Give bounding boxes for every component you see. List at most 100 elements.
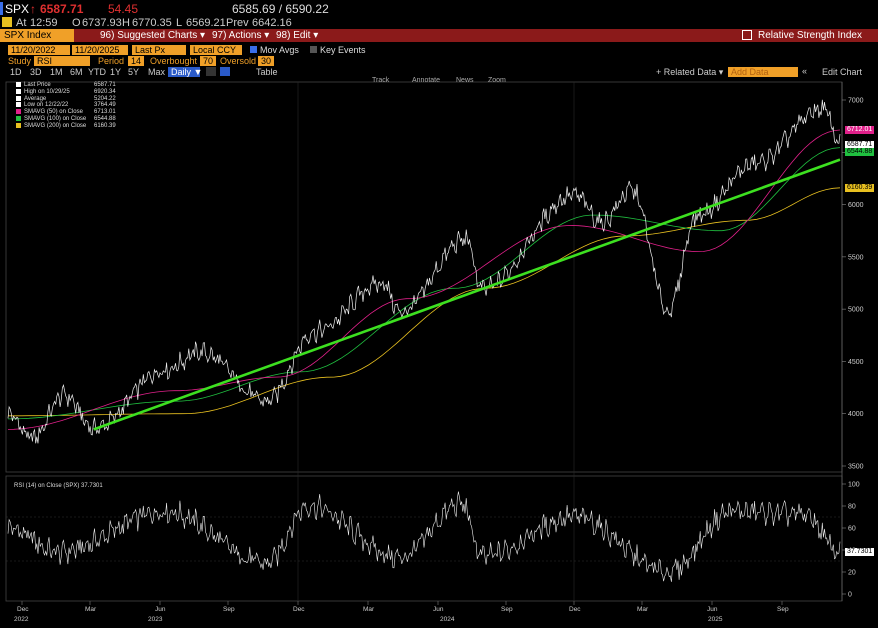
legend-label: Average	[24, 95, 47, 102]
frequency-select[interactable]: Daily ▼	[168, 67, 202, 77]
legend-value: 6160.39	[94, 122, 116, 129]
ticker-marker	[0, 2, 3, 15]
legend-swatch	[16, 82, 21, 87]
legend-value: 6713.01	[94, 109, 116, 116]
table-button[interactable]: Table	[256, 67, 278, 77]
x-year-label: 2022	[14, 616, 29, 623]
legend-label: Low on 12/22/22	[24, 102, 69, 109]
legend-label: SMAVG (50) on Close	[24, 109, 83, 116]
overbought-label: Overbought	[150, 56, 198, 66]
legend-value: 3764.49	[94, 102, 116, 109]
sma200-tag: 6160.39	[845, 184, 875, 192]
low-value: 6569.21	[186, 17, 226, 29]
mov-avgs-checkbox[interactable]	[250, 46, 257, 53]
study-select[interactable]: RSI	[34, 56, 90, 66]
price-panel	[5, 81, 843, 473]
annotate-tool[interactable]: Annotate	[412, 77, 441, 84]
last-price-tag: 6587.71	[845, 141, 875, 149]
external-link-icon[interactable]	[742, 30, 752, 40]
suggested-charts-menu[interactable]: 96) Suggested Charts ▾	[100, 30, 206, 41]
collapse-icon[interactable]: «	[802, 66, 808, 76]
track-tool[interactable]: Track	[372, 77, 390, 84]
range-5y[interactable]: 5Y	[128, 67, 140, 77]
legend-item: High on 10/29/25 6920.34	[16, 88, 116, 96]
prev-value: 6642.16	[252, 17, 292, 29]
x-month-label: Jun	[707, 606, 718, 613]
zoom-tool[interactable]: Zoom	[488, 77, 506, 84]
x-month-label: Dec	[17, 606, 29, 613]
legend-value: 6920.34	[94, 88, 116, 95]
low-label: L	[176, 17, 183, 29]
prev-label: Prev	[226, 17, 249, 29]
price-line	[7, 99, 841, 444]
x-month-label: Mar	[363, 606, 375, 613]
currency-select[interactable]: Local CCY	[190, 45, 242, 55]
news-tool[interactable]: News	[456, 77, 474, 84]
alert-icon[interactable]	[2, 17, 12, 27]
legend-swatch	[16, 109, 21, 115]
range-1m[interactable]: 1M	[50, 67, 63, 77]
last-price: 6587.71	[40, 2, 84, 16]
ticker[interactable]: SPX	[5, 2, 30, 16]
rsi-tick-label: 0	[848, 592, 852, 599]
rsi-legend: RSI (14) on Close (SPX) 37.7301	[14, 483, 103, 489]
rsi-line	[7, 491, 841, 582]
sma200-line	[8, 187, 841, 417]
legend-item: Average 5204.22	[16, 95, 116, 103]
legend-item: SMAVG (200) on Close 6160.39	[16, 122, 116, 130]
security-field[interactable]: SPX Index	[0, 29, 74, 42]
up-arrow-icon: ↑	[30, 2, 36, 16]
start-date-input[interactable]: 11/20/2022	[8, 45, 70, 55]
x-month-label: Sep	[223, 606, 235, 613]
price-tick-label: 4000	[848, 411, 864, 418]
overbought-input[interactable]: 70	[200, 56, 216, 66]
date-controls: 11/20/2022 11/20/2025 Last Px Local CCY …	[0, 44, 878, 55]
high-value: 6770.35	[132, 17, 172, 29]
range-1d[interactable]: 1D	[10, 67, 22, 77]
range-ytd[interactable]: YTD	[88, 67, 106, 77]
quote-time: 12:59	[30, 17, 58, 29]
range-max[interactable]: Max	[148, 67, 166, 77]
price-tick-label: 3500	[848, 464, 864, 471]
edit-menu[interactable]: 98) Edit ▾	[276, 30, 319, 41]
legend-value: 5204.22	[94, 95, 116, 102]
legend-value: 6544.88	[94, 115, 116, 122]
oversold-input[interactable]: 30	[258, 56, 274, 66]
price-type-select[interactable]: Last Px	[132, 45, 186, 55]
legend-label: Last Price	[24, 82, 51, 89]
price-tick-label: 4500	[848, 359, 864, 366]
actions-menu[interactable]: 97) Actions ▾	[212, 30, 270, 41]
sma50-tag: 6712.01	[845, 126, 875, 134]
legend-swatch	[16, 115, 21, 121]
rsi-tick-label: 100	[848, 482, 860, 489]
x-month-label: Mar	[637, 606, 649, 613]
legend-swatch	[16, 88, 21, 94]
x-year-label: 2025	[708, 616, 723, 623]
key-events-checkbox[interactable]	[310, 46, 317, 53]
price-tick-label: 5000	[848, 307, 864, 314]
x-month-label: Mar	[85, 606, 97, 613]
chart-area[interactable]: 7000650060005500500045004000350010080604…	[0, 80, 878, 628]
open-label: O	[72, 17, 81, 29]
legend-item: Last Price 6587.71	[16, 82, 116, 89]
end-date-input[interactable]: 11/20/2025	[72, 45, 128, 55]
add-data-input[interactable]: Add Data	[728, 67, 798, 77]
range-6m[interactable]: 6M	[70, 67, 83, 77]
bid-ask: 6585.69 / 6590.22	[232, 2, 329, 16]
study-label: Study	[8, 56, 32, 66]
related-data-button[interactable]: + Related Data ▾	[656, 67, 724, 77]
price-tick-label: 6000	[848, 202, 864, 209]
legend-item: SMAVG (50) on Close 6713.01	[16, 109, 116, 116]
rsi-tag: 37.7301	[845, 548, 875, 556]
edit-chart-button[interactable]: Edit Chart	[822, 67, 863, 77]
range-3d[interactable]: 3D	[30, 67, 42, 77]
rsi-tick-label: 20	[848, 570, 856, 577]
key-events-label: Key Events	[320, 45, 366, 55]
period-input[interactable]: 14	[128, 56, 144, 66]
chart-type-icon[interactable]	[206, 67, 216, 76]
bar-style-icon[interactable]	[220, 67, 230, 76]
study-title: Relative Strength Index	[758, 30, 862, 41]
range-1y[interactable]: 1Y	[110, 67, 122, 77]
x-year-label: 2024	[440, 616, 455, 623]
rsi-tick-label: 60	[848, 526, 856, 533]
